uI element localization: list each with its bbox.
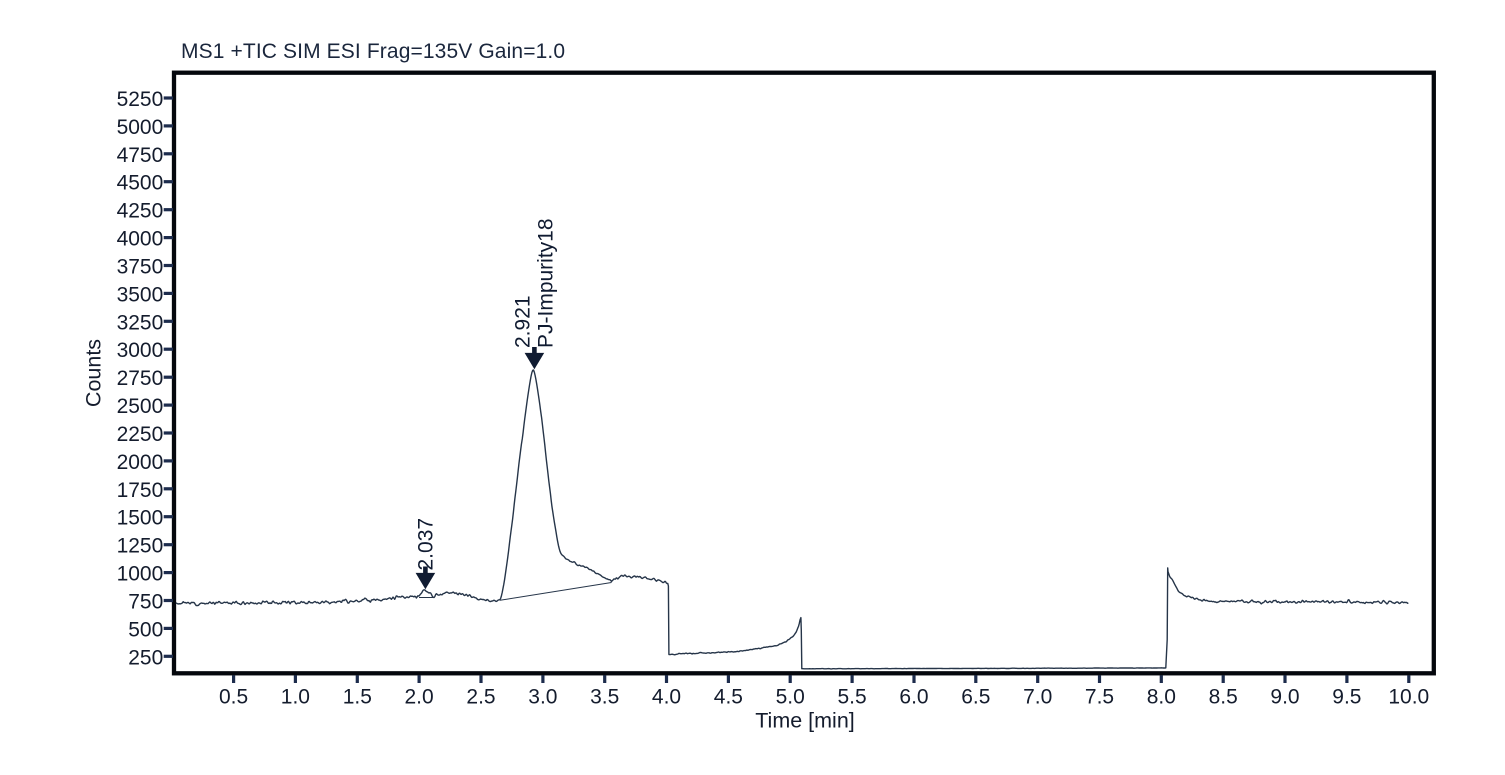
svg-text:750: 750 — [128, 591, 163, 614]
svg-text:8.5: 8.5 — [1209, 685, 1238, 708]
svg-text:3000: 3000 — [117, 339, 164, 362]
svg-text:1250: 1250 — [117, 535, 164, 558]
svg-text:PJ-Impurity18: PJ-Impurity18 — [535, 218, 558, 348]
svg-text:2.037: 2.037 — [415, 518, 438, 571]
svg-text:5.5: 5.5 — [837, 685, 866, 708]
svg-text:7.0: 7.0 — [1023, 685, 1052, 708]
svg-text:4.0: 4.0 — [652, 685, 681, 708]
svg-text:5250: 5250 — [117, 88, 164, 111]
svg-text:3.0: 3.0 — [528, 685, 557, 708]
svg-text:1500: 1500 — [117, 507, 164, 530]
svg-text:0.5: 0.5 — [219, 685, 248, 708]
svg-text:1750: 1750 — [117, 479, 164, 502]
svg-text:2.5: 2.5 — [466, 685, 495, 708]
svg-text:5000: 5000 — [117, 116, 164, 139]
svg-text:1.5: 1.5 — [343, 685, 372, 708]
svg-text:4000: 4000 — [117, 228, 164, 251]
svg-text:2250: 2250 — [117, 423, 164, 446]
svg-text:4750: 4750 — [117, 144, 164, 167]
svg-text:2750: 2750 — [117, 367, 164, 390]
svg-text:4.5: 4.5 — [714, 685, 743, 708]
svg-text:2000: 2000 — [117, 451, 164, 474]
svg-text:3.5: 3.5 — [590, 685, 619, 708]
svg-text:9.0: 9.0 — [1270, 685, 1299, 708]
svg-text:250: 250 — [128, 646, 163, 669]
svg-text:4500: 4500 — [117, 172, 164, 195]
svg-text:2.0: 2.0 — [404, 685, 433, 708]
svg-text:2500: 2500 — [117, 395, 164, 418]
svg-text:9.5: 9.5 — [1332, 685, 1361, 708]
svg-text:Time [min]: Time [min] — [755, 709, 855, 733]
svg-text:1.0: 1.0 — [281, 685, 310, 708]
svg-text:Counts: Counts — [82, 339, 106, 407]
svg-text:7.5: 7.5 — [1085, 685, 1114, 708]
svg-text:1000: 1000 — [117, 563, 164, 586]
svg-text:6.0: 6.0 — [899, 685, 928, 708]
svg-text:2.921: 2.921 — [512, 295, 535, 348]
svg-text:3500: 3500 — [117, 283, 164, 306]
svg-text:3250: 3250 — [117, 311, 164, 334]
svg-text:6.5: 6.5 — [961, 685, 990, 708]
svg-text:5.0: 5.0 — [776, 685, 805, 708]
svg-text:8.0: 8.0 — [1147, 685, 1176, 708]
svg-text:500: 500 — [128, 618, 163, 641]
svg-text:10.0: 10.0 — [1388, 685, 1429, 708]
svg-text:3750: 3750 — [117, 256, 164, 279]
svg-text:MS1 +TIC SIM ESI Frag=135V Gai: MS1 +TIC SIM ESI Frag=135V Gain=1.0 — [181, 40, 565, 63]
svg-text:4250: 4250 — [117, 200, 164, 223]
